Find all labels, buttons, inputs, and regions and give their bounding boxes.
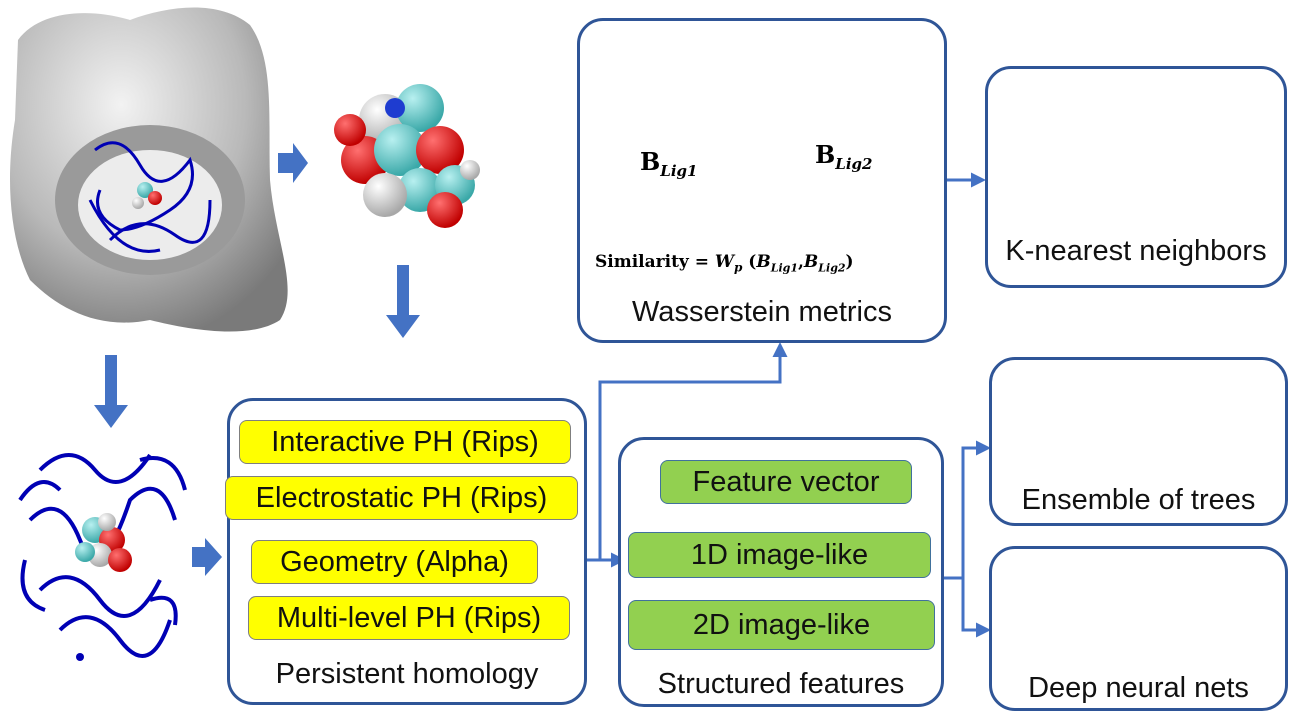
trees-caption: Ensemble of trees bbox=[1021, 484, 1256, 516]
protein-surface-image bbox=[10, 7, 288, 332]
feature-vector-box: Feature vector bbox=[660, 460, 912, 504]
ph-item-electrostatic: Electrostatic PH (Rips) bbox=[225, 476, 578, 520]
knn-query-mark: ? bbox=[1057, 170, 1067, 189]
barcode-lig1-label: BLig1 bbox=[640, 147, 698, 180]
image-2d-box: 2D image-like bbox=[628, 600, 935, 650]
flow-arrows bbox=[94, 131, 1162, 638]
barcode-lig2-label: BLig2 bbox=[815, 140, 873, 173]
image-1d-box: 1D image-like bbox=[628, 532, 931, 578]
knn-panel bbox=[985, 66, 1287, 288]
knn-result-query-mark: ? bbox=[1181, 137, 1191, 156]
wasserstein-panel bbox=[577, 18, 947, 343]
protein-ribbon-image bbox=[18, 453, 187, 661]
ph-caption: Persistent homology bbox=[275, 658, 539, 690]
ph-item-interactive: Interactive PH (Rips) bbox=[239, 420, 571, 464]
ph-item-geometry: Geometry (Alpha) bbox=[251, 540, 538, 584]
wasserstein-caption: Wasserstein metrics bbox=[632, 296, 892, 328]
structured-caption: Structured features bbox=[657, 668, 905, 700]
dnn-caption: Deep neural nets bbox=[1028, 672, 1249, 704]
trees-panel bbox=[989, 357, 1288, 526]
knn-caption: K-nearest neighbors bbox=[1005, 235, 1267, 267]
ph-item-multilevel: Multi-level PH (Rips) bbox=[248, 596, 570, 640]
dnn-panel bbox=[989, 546, 1288, 711]
ligand-spacefill-image bbox=[334, 84, 480, 228]
similarity-formula: Similarity = Wp (BLig1,BLig2) bbox=[595, 252, 854, 275]
